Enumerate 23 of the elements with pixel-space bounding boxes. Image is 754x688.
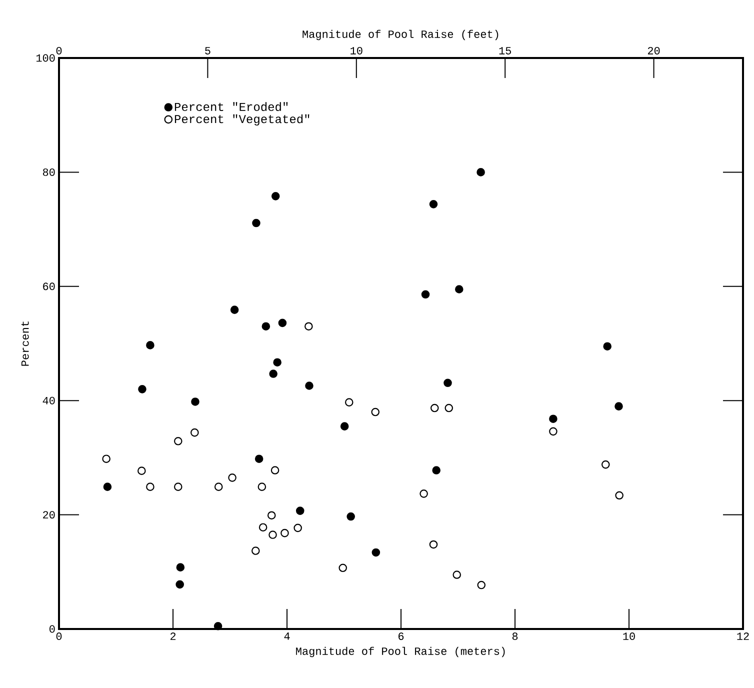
x2-tick-label: 0 bbox=[56, 46, 62, 54]
x2-tick-label: 20 bbox=[648, 46, 660, 54]
y-tick-label: 40 bbox=[42, 396, 55, 404]
x-tick-label: 6 bbox=[398, 632, 404, 640]
x-tick-label: 2 bbox=[170, 632, 176, 640]
y-tick-label: 20 bbox=[43, 511, 55, 519]
x-tick-label: 4 bbox=[284, 632, 290, 640]
x2-tick-label: 5 bbox=[205, 47, 210, 54]
x-tick-label: 8 bbox=[512, 632, 518, 640]
x2-axis-title: Magnitude of Pool Raise (feet) bbox=[302, 30, 498, 40]
y-tick-label: 60 bbox=[43, 282, 55, 290]
x2-tick-label: 15 bbox=[499, 47, 511, 54]
y-tick-label: 0 bbox=[50, 625, 55, 633]
y-tick-label: 80 bbox=[42, 168, 55, 176]
legend-label: Percent "Vegetated" bbox=[174, 114, 310, 126]
x-tick-label: 12 bbox=[737, 632, 749, 640]
x-tick-label: 10 bbox=[623, 632, 635, 640]
y-tick-label: 100 bbox=[36, 54, 55, 62]
x-tick-label: 0 bbox=[56, 632, 62, 640]
y-axis-title: Percent bbox=[21, 322, 29, 366]
legend-label: Percent "Eroded" bbox=[174, 102, 288, 112]
x-axis-title: Magnitude of Pool Raise (meters) bbox=[296, 646, 505, 658]
x2-tick-label: 10 bbox=[350, 46, 362, 54]
